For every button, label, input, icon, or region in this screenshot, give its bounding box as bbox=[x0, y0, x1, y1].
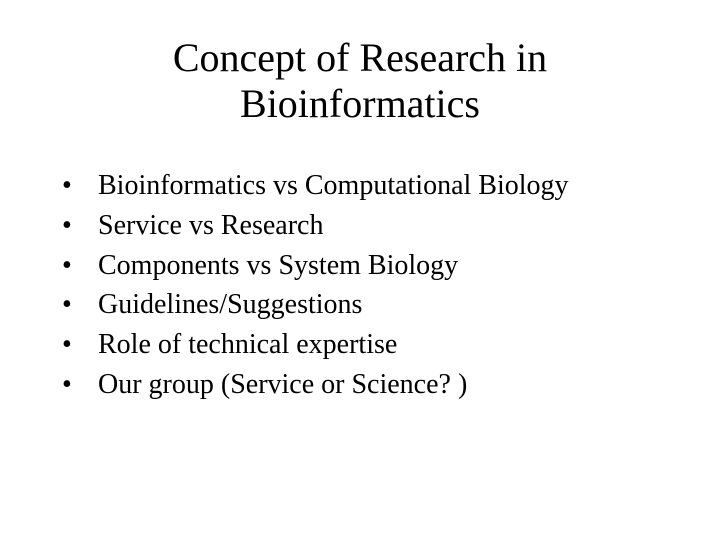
bullet-text: Service vs Research bbox=[98, 207, 660, 245]
list-item: • Guidelines/Suggestions bbox=[60, 286, 660, 324]
bullet-icon: • bbox=[60, 167, 98, 205]
bullet-text: Guidelines/Suggestions bbox=[98, 286, 660, 324]
bullet-text: Our group (Service or Science? ) bbox=[98, 366, 660, 404]
bullet-icon: • bbox=[60, 366, 98, 404]
list-item: • Bioinformatics vs Computational Biolog… bbox=[60, 167, 660, 205]
bullet-icon: • bbox=[60, 247, 98, 285]
bullet-text: Bioinformatics vs Computational Biology bbox=[98, 167, 660, 205]
bullet-icon: • bbox=[60, 326, 98, 364]
list-item: • Components vs System Biology bbox=[60, 247, 660, 285]
bullet-list: • Bioinformatics vs Computational Biolog… bbox=[60, 167, 660, 404]
list-item: • Service vs Research bbox=[60, 207, 660, 245]
bullet-icon: • bbox=[60, 207, 98, 245]
list-item: • Our group (Service or Science? ) bbox=[60, 366, 660, 404]
bullet-text: Components vs System Biology bbox=[98, 247, 660, 285]
list-item: • Role of technical expertise bbox=[60, 326, 660, 364]
slide-title: Concept of Research in Bioinformatics bbox=[60, 35, 660, 127]
bullet-icon: • bbox=[60, 286, 98, 324]
bullet-text: Role of technical expertise bbox=[98, 326, 660, 364]
